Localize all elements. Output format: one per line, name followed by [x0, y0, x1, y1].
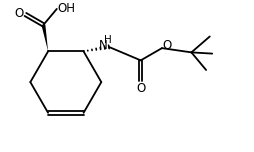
Text: N: N [99, 39, 108, 52]
Text: O: O [162, 39, 171, 52]
Text: OH: OH [57, 2, 75, 16]
Text: O: O [136, 81, 145, 95]
Text: O: O [15, 7, 24, 20]
Polygon shape [41, 24, 48, 51]
Text: H: H [104, 35, 112, 45]
